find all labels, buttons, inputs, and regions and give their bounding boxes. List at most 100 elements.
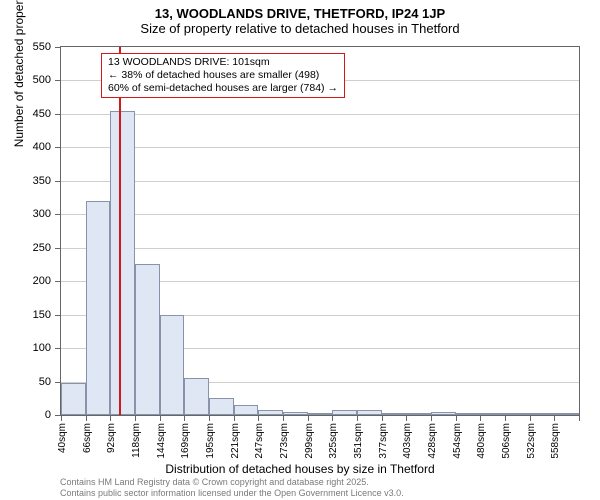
x-tick-label: 169sqm — [180, 423, 191, 459]
x-tick — [283, 415, 284, 421]
histogram-bar — [480, 413, 505, 415]
histogram-bar — [554, 413, 579, 415]
x-tick — [110, 415, 111, 421]
y-tick-label: 150 — [33, 309, 51, 321]
y-tick-label: 500 — [33, 74, 51, 86]
histogram-bar — [135, 264, 160, 415]
y-tick-label: 400 — [33, 141, 51, 153]
gridline — [61, 114, 579, 115]
x-tick-label: 377sqm — [378, 423, 389, 459]
x-tick — [184, 415, 185, 421]
chart-title-main: 13, WOODLANDS DRIVE, THETFORD, IP24 1JP — [0, 0, 600, 21]
histogram-bar — [505, 413, 530, 415]
x-tick — [160, 415, 161, 421]
x-tick-label: 273sqm — [279, 423, 290, 459]
histogram-bar — [308, 413, 333, 415]
y-tick — [55, 214, 61, 215]
x-tick — [431, 415, 432, 421]
x-tick-label: 480sqm — [476, 423, 487, 459]
x-tick-label: 66sqm — [82, 423, 93, 453]
footer-line: Contains HM Land Registry data © Crown c… — [60, 477, 590, 487]
annotation-box: 13 WOODLANDS DRIVE: 101sqm ← 38% of deta… — [101, 53, 345, 98]
y-tick-label: 300 — [33, 208, 51, 220]
histogram-bar — [110, 111, 135, 415]
x-tick-label: 351sqm — [353, 423, 364, 459]
y-tick — [55, 181, 61, 182]
x-tick — [332, 415, 333, 421]
x-tick-label: 325sqm — [328, 423, 339, 459]
x-tick — [61, 415, 62, 421]
annotation-line: ← 38% of detached houses are smaller (49… — [108, 69, 338, 82]
histogram-bar — [61, 383, 86, 415]
y-tick — [55, 315, 61, 316]
y-tick — [55, 348, 61, 349]
histogram-bar — [332, 410, 357, 415]
x-tick — [382, 415, 383, 421]
gridline — [61, 147, 579, 148]
histogram-bar — [357, 410, 382, 415]
x-tick — [308, 415, 309, 421]
x-tick-label: 144sqm — [156, 423, 167, 459]
annotation-line: 60% of semi-detached houses are larger (… — [108, 82, 338, 95]
x-tick — [505, 415, 506, 421]
x-tick-label: 532sqm — [526, 423, 537, 459]
annotation-line: 13 WOODLANDS DRIVE: 101sqm — [108, 56, 338, 69]
y-tick-label: 200 — [33, 275, 51, 287]
x-tick-label: 221sqm — [230, 423, 241, 459]
y-tick — [55, 114, 61, 115]
x-tick — [86, 415, 87, 421]
x-tick — [234, 415, 235, 421]
gridline — [61, 181, 579, 182]
y-tick — [55, 147, 61, 148]
y-tick-label: 100 — [33, 342, 51, 354]
footer-note: Contains HM Land Registry data © Crown c… — [60, 477, 590, 498]
footer-line: Contains public sector information licen… — [60, 488, 590, 498]
histogram-bar — [160, 315, 185, 415]
histogram-bar — [406, 413, 431, 415]
histogram-bar — [382, 413, 407, 415]
histogram-bar — [86, 201, 111, 415]
x-tick-label: 195sqm — [205, 423, 216, 459]
y-tick-label: 350 — [33, 175, 51, 187]
chart-container: 13, WOODLANDS DRIVE, THETFORD, IP24 1JP … — [0, 0, 600, 500]
x-axis-label: Distribution of detached houses by size … — [0, 462, 600, 476]
y-tick-label: 250 — [33, 242, 51, 254]
x-tick — [480, 415, 481, 421]
x-tick — [554, 415, 555, 421]
y-axis-label: Number of detached properties — [12, 0, 26, 147]
histogram-bar — [209, 398, 234, 415]
histogram-bar — [456, 413, 481, 415]
x-tick-label: 506sqm — [501, 423, 512, 459]
y-tick-label: 0 — [45, 409, 51, 421]
histogram-bar — [234, 405, 259, 415]
histogram-bar — [184, 378, 209, 415]
x-tick-label: 118sqm — [131, 423, 142, 458]
y-tick — [55, 80, 61, 81]
histogram-bar — [530, 413, 555, 415]
y-tick — [55, 248, 61, 249]
x-tick — [530, 415, 531, 421]
x-tick-label: 92sqm — [106, 423, 117, 453]
plot-area: 05010015020025030035040045050055040sqm66… — [60, 46, 580, 416]
x-tick-label: 403sqm — [402, 423, 413, 459]
y-tick-label: 450 — [33, 108, 51, 120]
x-tick — [406, 415, 407, 421]
marker-line — [119, 47, 121, 415]
x-tick-label: 428sqm — [427, 423, 438, 459]
y-tick — [55, 281, 61, 282]
histogram-bar — [431, 412, 456, 415]
x-tick — [258, 415, 259, 421]
x-tick — [357, 415, 358, 421]
x-tick-label: 299sqm — [304, 423, 315, 459]
histogram-bar — [258, 410, 283, 415]
chart-title-sub: Size of property relative to detached ho… — [0, 21, 600, 36]
y-tick — [55, 47, 61, 48]
x-tick — [579, 415, 580, 421]
gridline — [61, 214, 579, 215]
x-tick-label: 558sqm — [550, 423, 561, 459]
x-tick — [456, 415, 457, 421]
x-tick-label: 454sqm — [452, 423, 463, 459]
gridline — [61, 248, 579, 249]
y-tick-label: 550 — [33, 41, 51, 53]
histogram-bar — [283, 412, 308, 415]
